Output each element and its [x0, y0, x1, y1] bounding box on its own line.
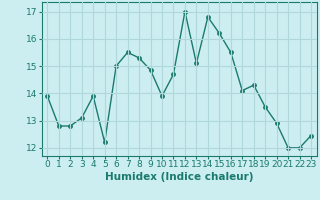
X-axis label: Humidex (Indice chaleur): Humidex (Indice chaleur): [105, 172, 253, 182]
